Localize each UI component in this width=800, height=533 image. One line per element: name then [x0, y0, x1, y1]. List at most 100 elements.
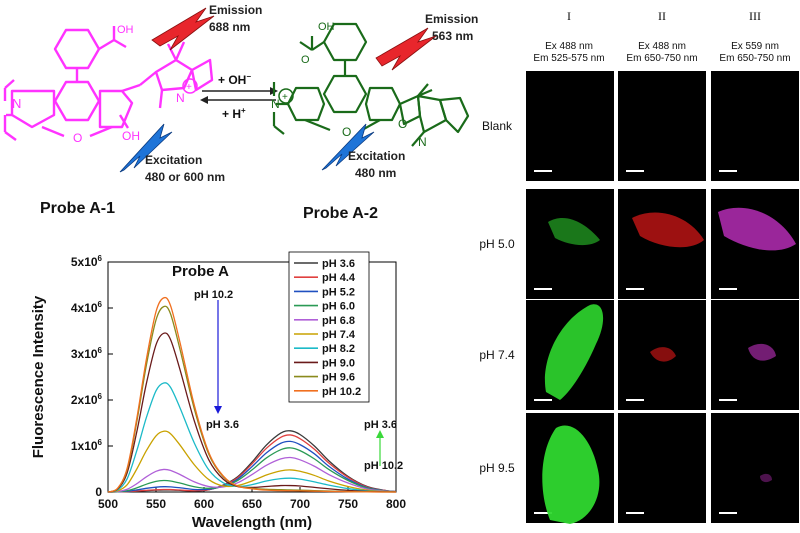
micrograph-cell: [711, 71, 799, 181]
x-tick-label: 800: [386, 497, 406, 511]
legend-label: pH 6.8: [322, 315, 355, 327]
column-excitation: Ex 559 nm: [731, 41, 779, 52]
excitation-bolt-blue-icon: [321, 123, 375, 171]
legend-label: pH 9.6: [322, 372, 355, 384]
probe-a2-excitation-title: Excitation: [348, 149, 405, 163]
probe-a1-amine-label: N: [12, 96, 21, 111]
x-tick-label: 600: [194, 497, 214, 511]
series-line-ph-9-0: [107, 332, 397, 493]
imaging-cells: [526, 71, 799, 524]
annotation-arrowhead-up: [376, 430, 384, 438]
probe-a1-acid-label: OH: [117, 24, 134, 36]
probe-a2-acid-oxygen-label: O: [301, 54, 310, 66]
emission-bolt-red-icon: [151, 7, 215, 51]
cell-fluorescence: [760, 473, 772, 483]
y-tick-label: 1x106: [71, 438, 103, 453]
probe-a1-charge-circle: [182, 78, 198, 94]
probe-a1-ring-oxygen-label: O: [73, 131, 82, 145]
y-tick-label: 3x106: [71, 346, 103, 361]
column-emission: Em 650-750 nm: [626, 53, 697, 64]
row-label: pH 9.5: [479, 461, 515, 475]
probe-a1-charge: +: [186, 82, 192, 93]
legend-label: pH 5.2: [322, 286, 355, 298]
annotation-ph-10-2-bottom: pH 10.2: [364, 460, 403, 472]
series-line-ph-7-4: [107, 430, 397, 493]
cell-fluorescence: [544, 304, 604, 400]
probe-a1-emission-title: Emission: [209, 3, 262, 17]
y-tick-label: 4x106: [71, 300, 103, 315]
probe-a2-excitation-value: 480 nm: [355, 166, 396, 180]
y-axis-label: Fluorescence Intensity: [30, 295, 47, 458]
micrograph-cell: [618, 413, 706, 523]
axis-ticks: 500 550 600 650 700 750 800 0 1x106 2x106 3x106 4x1…: [71, 254, 406, 511]
column-excitation: Ex 488 nm: [638, 41, 686, 52]
x-tick-label: 700: [290, 497, 310, 511]
probe-a1-excitation-title: Excitation: [145, 153, 202, 167]
y-tick-label: 2x106: [71, 392, 103, 407]
probe-a1-phenol-label: OH: [122, 129, 140, 143]
reverse-reagent: + H+: [222, 106, 246, 121]
row-label: pH 5.0: [479, 237, 515, 251]
probe-a1-structure: [3, 26, 214, 141]
cell-fluorescence: [632, 212, 704, 248]
cell-fluorescence: [542, 425, 600, 524]
probe-a1-excitation-value: 480 or 600 nm: [145, 170, 225, 184]
y-tick-label: 0: [95, 485, 102, 499]
cell-fluorescence: [748, 343, 776, 361]
x-tick-label: 650: [242, 497, 262, 511]
equilibrium-arrows: [200, 87, 278, 104]
probe-a2-ring-oxygen-label: O: [342, 125, 351, 139]
row-label: pH 7.4: [479, 348, 515, 362]
micrograph-cell: [618, 71, 706, 181]
imaging-row-labels: Blank pH 5.0 pH 7.4 pH 9.5: [479, 119, 515, 475]
legend-label: pH 6.0: [322, 301, 355, 313]
legend-label: pH 9.0: [322, 357, 355, 369]
fluorescence-chart: 500 550 600 650 700 750 800 0 1x106 2x106 3x106 4x1…: [30, 251, 406, 531]
probe-a2-indoline-label: N: [418, 135, 427, 149]
micrograph-cell: [711, 413, 799, 523]
annotation-ph-10-2-top: pH 10.2: [194, 289, 233, 301]
x-axis-label: Wavelength (nm): [192, 514, 312, 531]
legend-label: pH 3.6: [322, 258, 355, 270]
probe-a2-acid-label: OH: [318, 21, 335, 33]
x-tick-label: 500: [98, 497, 118, 511]
micrograph-cell: [526, 71, 614, 181]
probe-a1-indolium-label: N: [176, 91, 185, 105]
chart-legend: pH 3.6 pH 4.4 pH 5.2 pH 6.0 pH 6.8 pH 7.4 pH 8…: [288, 251, 370, 403]
annotation-ph-3-6-bottom: pH 3.6: [206, 419, 239, 431]
series-lines: [107, 296, 397, 493]
legend-label: pH 8.2: [322, 343, 355, 355]
probe-a2-charge: +: [282, 92, 288, 103]
annotation-arrowhead-down: [214, 406, 222, 414]
probe-a2-emission-title: Emission: [425, 12, 478, 26]
series-line-ph-8-2: [107, 382, 397, 493]
annotation-ph-3-6-top: pH 3.6: [364, 419, 397, 431]
cell-fluorescence: [548, 218, 600, 246]
excitation-bolt-blue-icon: [119, 123, 173, 173]
cell-fluorescence: [718, 207, 796, 251]
series-line-ph-10-2: [107, 296, 397, 493]
legend-label: pH 7.4: [322, 329, 356, 341]
column-numeral: II: [658, 9, 666, 23]
column-numeral: III: [749, 9, 761, 23]
probe-a2-spiro-oxygen-label: O: [398, 117, 407, 131]
y-tick-label: 5x106: [71, 254, 103, 269]
probe-a2-amine-label: N: [271, 97, 280, 111]
legend-label: pH 4.4: [322, 272, 356, 284]
probe-a2-structure: [272, 22, 470, 147]
x-tick-label: 750: [338, 497, 358, 511]
row-label: Blank: [482, 119, 513, 133]
emission-bolt-red-icon: [375, 27, 437, 71]
column-excitation: Ex 488 nm: [545, 41, 593, 52]
probe-a2-emission-value: 563 nm: [432, 29, 473, 43]
cell-fluorescence: [650, 347, 676, 362]
probe-a1-label: Probe A-1: [40, 200, 115, 217]
micrograph-cell: [526, 189, 614, 299]
probe-a1-emission-value: 688 nm: [209, 20, 250, 34]
x-tick-label: 550: [146, 497, 166, 511]
column-numeral: I: [567, 9, 571, 23]
forward-reagent: + OH−: [218, 72, 251, 87]
